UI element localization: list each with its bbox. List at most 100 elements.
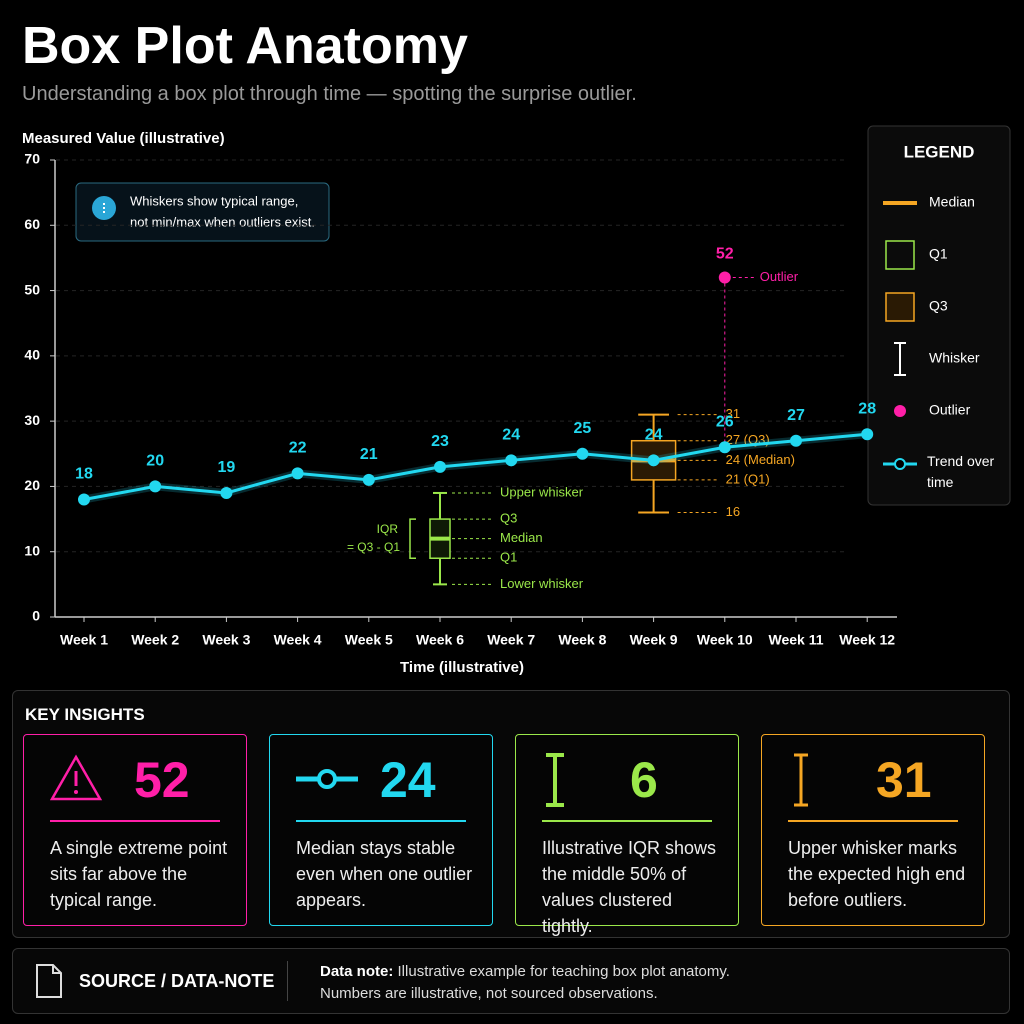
y-tick-label: 30	[24, 412, 40, 428]
note-text: not min/max when outliers exist.	[130, 214, 315, 229]
card-rule	[542, 820, 712, 822]
point	[362, 473, 375, 486]
value-label: 28	[858, 400, 876, 417]
insights-title: KEY INSIGHTS	[25, 705, 145, 724]
legend-title: LEGEND	[904, 142, 975, 161]
value-label: 27	[787, 407, 805, 424]
outlier-value: 52	[716, 246, 734, 263]
point	[434, 460, 446, 473]
legend-swatch	[885, 240, 915, 270]
card-icon	[296, 769, 358, 789]
legend-swatch	[894, 405, 906, 417]
subtitle: Understanding a box plot through time — …	[22, 83, 637, 105]
point	[78, 493, 90, 506]
point	[790, 434, 802, 447]
note-label: Data note:	[320, 963, 394, 980]
source-label: SOURCE / DATA-NOTE	[79, 971, 275, 991]
value-label: 24	[645, 427, 663, 444]
y-tick-label: 10	[24, 542, 40, 558]
card-icon	[50, 754, 103, 801]
outlier-label: Outlier	[760, 269, 799, 284]
insights: KEY INSIGHTS 52 A single extreme point s…	[12, 690, 1010, 938]
x-tick-label: Week 6	[416, 632, 464, 648]
insight-card: 6 Illustrative IQR shows the middle 50% …	[515, 734, 739, 936]
value-label: 19	[218, 459, 236, 476]
point	[576, 447, 589, 460]
y-tick-label: 50	[24, 281, 40, 297]
legend-swatch	[894, 342, 906, 376]
box-label: Q3	[500, 511, 517, 526]
value-label: 18	[75, 466, 93, 483]
value-label: 21	[360, 446, 378, 463]
insight-value: 52	[134, 752, 190, 808]
legend-label: Q3	[929, 298, 948, 314]
x-tick-label: Week 2	[131, 632, 179, 648]
x-tick-label: Week 3	[202, 632, 250, 648]
x-tick-label: Week 7	[487, 632, 535, 648]
insight-text: Median stays stable even when one outlie…	[296, 838, 473, 910]
doc-icon	[36, 964, 62, 998]
source-note: Data note: Illustrative example for teac…	[320, 961, 730, 1005]
point	[149, 480, 162, 493]
legend-swatch	[885, 292, 915, 322]
point	[291, 467, 304, 480]
insight-card: 24 Median stays stable even when one out…	[269, 734, 493, 926]
y-tick-label: 60	[24, 216, 40, 232]
chart: Measured Value (illustrative) Time (illu…	[22, 125, 1011, 676]
value-label: 26	[716, 413, 734, 430]
note-text: Numbers are illustrative, not sourced ob…	[320, 985, 658, 1002]
y-axis-label: Measured Value (illustrative)	[22, 130, 225, 147]
value-label: 23	[431, 433, 449, 450]
box-label: 24 (Median)	[726, 452, 795, 467]
point	[718, 441, 731, 454]
box-label: Median	[500, 530, 543, 545]
insight-value: 24	[380, 752, 436, 808]
card-rule	[296, 820, 466, 822]
x-tick-label: Week 11	[768, 632, 823, 648]
insight-text: A single extreme point sits far above th…	[50, 838, 228, 910]
legend-label: Trend over time	[927, 453, 995, 490]
card-icon	[794, 753, 808, 807]
x-tick-label: Week 12	[839, 632, 895, 648]
x-tick-label: Week 10	[697, 632, 753, 648]
card-rule	[788, 820, 958, 822]
point	[220, 486, 233, 499]
value-label: 20	[146, 453, 164, 470]
box-label: 21 (Q1)	[726, 471, 770, 486]
card-rule	[50, 820, 220, 822]
legend-label: Median	[929, 194, 975, 210]
outlier-point	[718, 271, 731, 284]
y-tick-label: 70	[24, 151, 40, 167]
iqr-bracket	[409, 518, 416, 559]
insight-card: 52 A single extreme point sits far above…	[23, 734, 247, 926]
x-tick-label: Week 8	[558, 632, 606, 648]
box-label: Lower whisker	[500, 576, 584, 591]
box-label: Q1	[500, 550, 517, 565]
title: Box Plot Anatomy	[22, 17, 468, 75]
card-icon	[546, 753, 564, 807]
value-label: 22	[289, 440, 307, 457]
divider	[287, 961, 288, 1001]
box-label: Upper whisker	[500, 484, 584, 499]
insight-text: Upper whisker marks the expected high en…	[788, 838, 966, 910]
y-tick-label: 0	[32, 608, 40, 624]
note-box	[75, 182, 330, 242]
legend-label: Q1	[929, 246, 948, 262]
insight-text: Illustrative IQR shows the middle 50% of…	[542, 838, 717, 936]
x-axis-label: Time (illustrative)	[400, 659, 524, 676]
y-tick-label: 40	[24, 347, 40, 363]
note-text: Whiskers show typical range,	[130, 193, 298, 208]
insight-card: 31 Upper whisker marks the expected high…	[761, 734, 985, 926]
x-tick-label: Week 1	[60, 632, 108, 648]
trend-line	[83, 432, 868, 501]
source-bar: SOURCE / DATA-NOTE Data note: Illustrati…	[12, 948, 1010, 1014]
point	[861, 428, 874, 441]
x-tick-label: Week 9	[630, 632, 678, 648]
note-text: Illustrative example for teaching box pl…	[397, 963, 730, 980]
legend-label-wrap: Trend over time	[927, 453, 995, 490]
box-label: 16	[726, 504, 740, 519]
box-label: 31	[726, 406, 740, 421]
legend-swatch	[894, 458, 906, 470]
insight-value: 31	[876, 752, 932, 808]
